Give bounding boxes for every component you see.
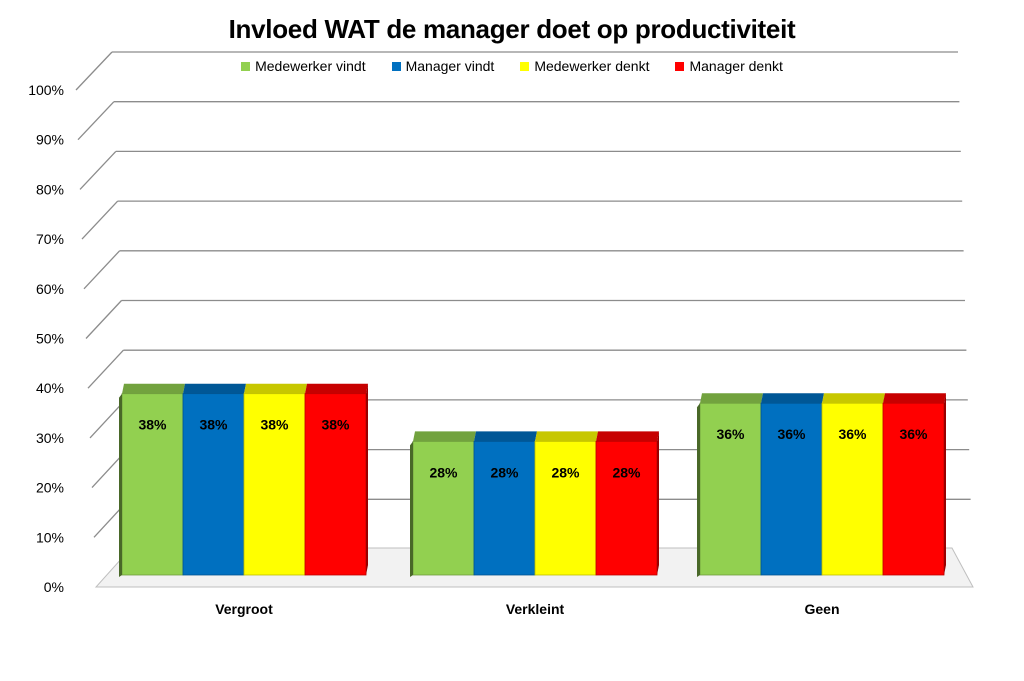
- legend-swatch: [391, 61, 401, 71]
- y-tick-label: 100%: [28, 82, 64, 98]
- bar-manager-vindt: [473, 441, 536, 576]
- x-tick-label: Geen: [804, 601, 839, 617]
- y-tick-label: 10%: [36, 529, 64, 545]
- y-tick-label: 60%: [36, 281, 64, 297]
- legend-swatch: [520, 61, 530, 71]
- gridline-stub: [75, 51, 113, 91]
- y-tick-label: 50%: [36, 331, 64, 347]
- data-label: 28%: [490, 464, 519, 480]
- y-tick-label: 80%: [36, 181, 64, 197]
- legend-item-manager-denkt: Manager denkt: [675, 58, 783, 74]
- data-label: 36%: [716, 426, 745, 442]
- bar-side: [119, 393, 122, 577]
- y-tick-label: 0%: [44, 579, 64, 595]
- axes: 0% 10% 20% 30% 40% 50% 60% 70% 80% 90% 100% Vergroo…: [28, 82, 839, 617]
- gridline-stub: [83, 250, 121, 290]
- data-label: 28%: [429, 464, 458, 480]
- bar-manager-denkt: [882, 402, 945, 576]
- bar-manager-vindt: [760, 402, 823, 576]
- bar-top: [883, 393, 946, 404]
- bar-side: [944, 393, 946, 575]
- bar-medewerker-vindt: [121, 393, 184, 576]
- legend-item-manager-vindt: Manager vindt: [391, 58, 495, 74]
- data-label: 38%: [138, 417, 167, 433]
- bar-medewerker-denkt: [821, 402, 884, 576]
- legend-label: Medewerker vindt: [255, 58, 366, 74]
- data-label: 38%: [199, 417, 228, 433]
- legend: Medewerker vindt Manager vindt Medewerke…: [0, 58, 1024, 74]
- legend-item-medewerker-denkt: Medewerker denkt: [520, 58, 649, 74]
- data-label: 36%: [838, 426, 867, 442]
- data-label: 38%: [321, 417, 350, 433]
- y-tick-label: 30%: [36, 430, 64, 446]
- bar-top: [244, 383, 307, 394]
- bar-medewerker-denkt: [243, 393, 306, 576]
- gridline-stub: [85, 300, 122, 339]
- legend-item-medewerker-vindt: Medewerker vindt: [241, 58, 366, 74]
- bar-top: [596, 431, 659, 442]
- bar-manager-vindt: [182, 393, 245, 576]
- legend-swatch: [675, 61, 685, 71]
- bar-top: [700, 393, 763, 404]
- bar-top: [822, 393, 885, 404]
- bar-side: [697, 403, 700, 577]
- bar-top: [413, 431, 476, 442]
- x-tick-label: Vergroot: [215, 601, 273, 617]
- data-labels: 38% 38% 38% 38% 28% 28% 28% 28% 36% 36% 36% 36%: [138, 417, 928, 481]
- bar-side: [657, 431, 659, 575]
- y-tick-label: 40%: [36, 380, 64, 396]
- data-label: 36%: [777, 426, 806, 442]
- chart-title: Invloed WAT de manager doet op productiv…: [228, 14, 796, 44]
- y-tick-label: 90%: [36, 132, 64, 148]
- gridline-stub: [77, 101, 115, 141]
- bar-medewerker-vindt: [699, 402, 762, 576]
- bar-medewerker-denkt: [534, 441, 597, 576]
- bar-top: [183, 383, 246, 394]
- legend-label: Manager vindt: [405, 58, 495, 74]
- x-tick-label: Verkleint: [506, 601, 565, 617]
- data-label: 38%: [260, 417, 289, 433]
- bar-top: [474, 431, 537, 442]
- legend-swatch: [241, 61, 251, 71]
- gridline-stub: [87, 349, 124, 389]
- bar-top: [535, 431, 598, 442]
- gridline-stub: [81, 200, 119, 240]
- bar-top: [122, 383, 185, 394]
- bar-side: [410, 441, 413, 577]
- bar-medewerker-vindt: [412, 441, 475, 576]
- y-tick-label: 20%: [36, 480, 64, 496]
- legend-label: Medewerker denkt: [534, 58, 650, 74]
- bar-top: [305, 383, 368, 394]
- data-label: 36%: [899, 426, 928, 442]
- data-label: 28%: [551, 464, 580, 480]
- bars: [119, 383, 946, 577]
- data-label: 28%: [612, 464, 641, 480]
- legend-label: Manager denkt: [689, 58, 783, 74]
- bar-manager-denkt: [595, 441, 658, 576]
- y-tick-label: 70%: [36, 231, 64, 247]
- bar-top: [761, 393, 824, 404]
- gridline-stub: [79, 150, 117, 190]
- bar-side: [366, 383, 368, 575]
